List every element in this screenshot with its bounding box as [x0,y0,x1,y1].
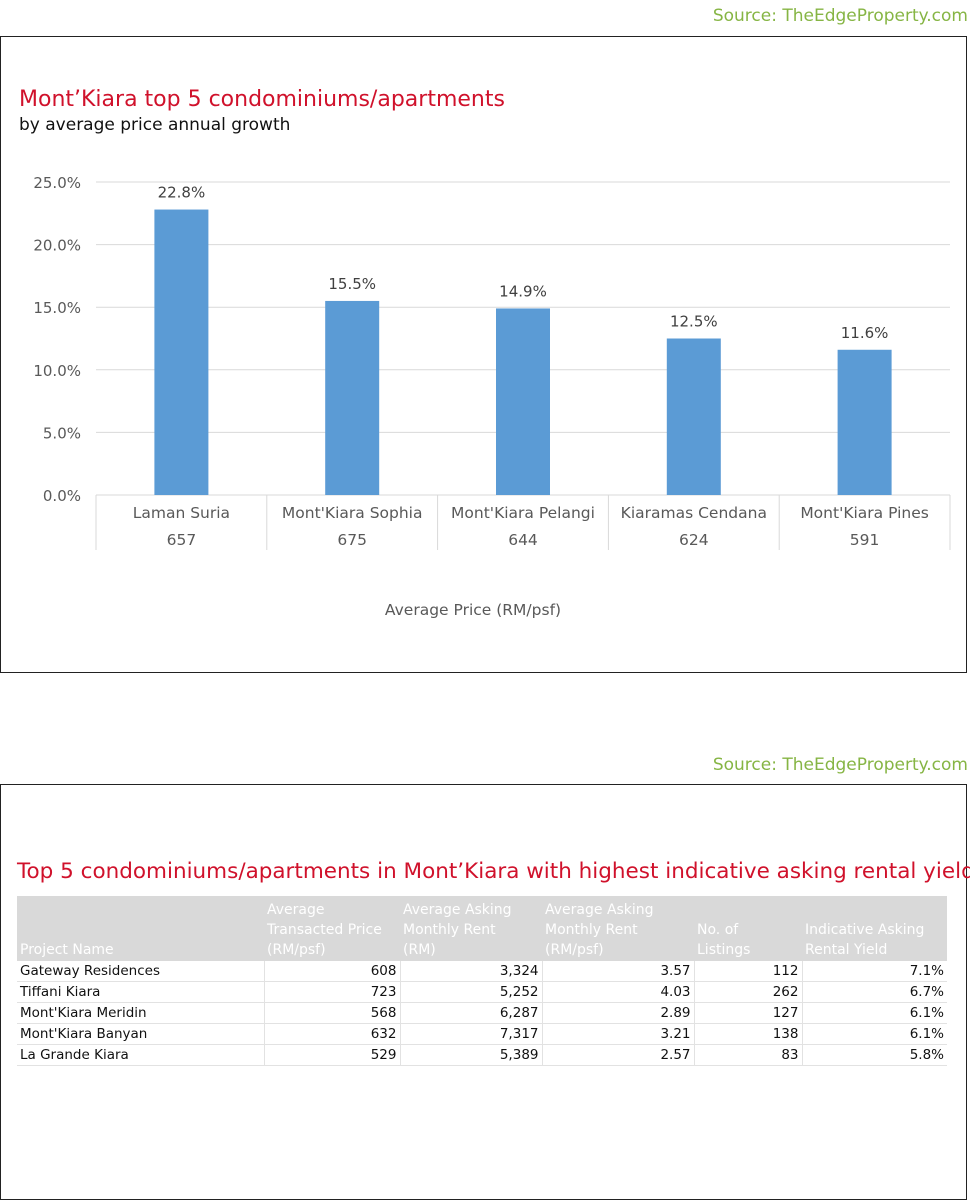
x-category-label: Kiaramas Cendana [621,504,767,522]
value-cell: 7.1% [802,961,947,982]
rental-table-panel: Top 5 condominiums/apartments in Mont’Ki… [0,784,970,1200]
column-header: Average Asking Monthly Rent (RM) [400,896,542,961]
table-row: Gateway Residences 608 3,324 3.57 112 7.1% [17,961,947,982]
value-cell: 5,252 [400,981,543,1003]
column-header-line: (RM/psf) [545,942,604,958]
x-category-label: Mont'Kiara Pines [800,504,929,522]
project-name-cell: Mont'Kiara Banyan [17,1023,265,1045]
column-header: No. of Listings [694,896,802,961]
x-category-label: Laman Suria [133,504,230,522]
x-category-label: Mont'Kiara Pelangi [451,504,595,522]
table-row: Mont'Kiara Banyan 632 7,317 3.21 138 6.1% [17,1023,947,1045]
column-header-line: Rental Yield [805,942,888,958]
column-header: Indicative Asking Rental Yield [802,896,947,961]
value-cell: 2.89 [542,1002,695,1024]
x-category-sublabel: 657 [167,531,197,549]
bar-chart: 0.0% 5.0% 10.0% 15.0% 20.0% 25.0% 22.8% Laman S… [33,174,951,619]
table-title: Top 5 condominiums/apartments in Mont’Ki… [17,859,970,884]
x-category-sublabel: 644 [508,531,538,549]
chart-subtitle: by average price annual growth [19,115,291,135]
column-header-line: (RM/psf) [267,942,326,958]
data-label: 11.6% [841,324,889,342]
value-cell: 262 [694,981,803,1003]
column-header-line: Average [267,902,325,918]
project-name-cell: La Grande Kiara [17,1044,265,1066]
value-cell: 127 [694,1002,803,1024]
column-header-line: (RM) [403,942,436,958]
bar [666,338,721,495]
table-row: La Grande Kiara 529 5,389 2.57 83 5.8% [17,1044,947,1066]
value-cell: 2.57 [542,1044,695,1066]
value-cell: 5.8% [802,1044,947,1066]
column-header-line: Monthly Rent [545,922,638,938]
column-header-line: Project Name [20,942,114,958]
chart-title: Mont’Kiara top 5 condominiums/apartments [19,87,505,112]
value-cell: 3,324 [400,961,543,982]
bar [325,300,380,495]
table-row: Tiffani Kiara 723 5,252 4.03 262 6.7% [17,981,947,1003]
y-tick-label: 0.0% [43,487,81,505]
value-cell: 6.7% [802,981,947,1003]
data-label: 15.5% [328,275,376,293]
y-tick-label: 10.0% [33,362,81,380]
value-cell: 723 [264,981,401,1003]
project-name-cell: Tiffani Kiara [17,981,265,1003]
value-cell: 568 [264,1002,401,1024]
value-cell: 4.03 [542,981,695,1003]
value-cell: 632 [264,1023,401,1045]
value-cell: 608 [264,961,401,982]
column-header: Project Name [17,896,264,961]
bar-chart-panel: Mont’Kiara top 5 condominiums/apartments… [0,36,967,673]
y-tick-label: 20.0% [33,237,81,255]
data-label: 22.8% [158,184,206,202]
value-cell: 5,389 [400,1044,543,1066]
value-cell: 3.57 [542,961,695,982]
column-header-line: Indicative Asking [805,922,925,938]
column-header: Average Asking Monthly Rent (RM/psf) [542,896,694,961]
x-category-label: Mont'Kiara Sophia [282,504,423,522]
x-category-sublabel: 591 [850,531,880,549]
column-header-line: Listings [697,942,751,958]
value-cell: 83 [694,1044,803,1066]
bar [496,308,550,495]
source-credit-bottom: Source: TheEdgeProperty.com [712,755,968,775]
y-tick-label: 5.0% [43,424,81,442]
y-tick-label: 15.0% [33,299,81,317]
x-category-sublabel: 624 [679,531,709,549]
project-name-cell: Gateway Residences [17,961,265,982]
value-cell: 7,317 [400,1023,543,1045]
bar [154,209,209,495]
rental-yield-table: Project Name Average Transacted Price (RM/p… [17,896,947,1066]
value-cell: 3.21 [542,1023,695,1045]
bar [837,349,892,495]
value-cell: 138 [694,1023,803,1045]
value-cell: 6.1% [802,1002,947,1024]
column-header-line: Monthly Rent [403,922,496,938]
value-cell: 6.1% [802,1023,947,1045]
data-label: 12.5% [670,313,718,331]
column-header-line: No. of [697,922,739,938]
column-header-line: Transacted Price [267,922,382,938]
x-axis-label: Average Price (RM/psf) [385,601,561,619]
table-row: Mont'Kiara Meridin 568 6,287 2.89 127 6.1% [17,1002,947,1024]
data-label: 14.9% [499,282,547,300]
project-name-cell: Mont'Kiara Meridin [17,1002,265,1024]
source-credit-top: Source: TheEdgeProperty.com [712,6,968,26]
value-cell: 6,287 [400,1002,543,1024]
value-cell: 112 [694,961,803,982]
column-header-line: Average Asking [545,902,654,918]
x-category-sublabel: 675 [337,531,367,549]
column-header-line: Average Asking [403,902,512,918]
value-cell: 529 [264,1044,401,1066]
column-header: Average Transacted Price (RM/psf) [264,896,400,961]
y-tick-label: 25.0% [33,174,81,192]
table-header-row: Project Name Average Transacted Price (RM/p… [17,896,947,961]
